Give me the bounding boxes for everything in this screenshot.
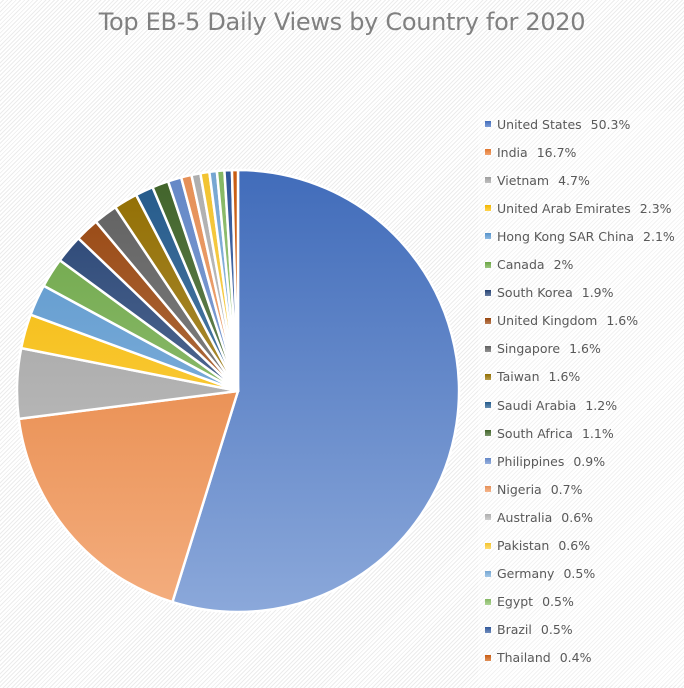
legend-percent: 0.4%	[559, 650, 592, 666]
legend-label: Singapore	[497, 341, 561, 357]
legend-marker-icon	[485, 289, 491, 296]
legend-percent: 1.6%	[548, 369, 581, 385]
legend-label: United Arab Emirates	[497, 200, 631, 216]
legend-marker-icon	[485, 205, 491, 212]
pie-slice-united-states[interactable]	[171, 168, 461, 614]
legend-label: Vietnam	[497, 172, 550, 188]
chart-title: Top EB-5 Daily Views by Country for 2020	[98, 8, 586, 36]
legend-label: South Africa	[497, 425, 573, 441]
legend-label: Philippines	[497, 453, 565, 469]
legend-percent: 1.2%	[585, 397, 618, 413]
legend-label: Canada	[497, 257, 545, 272]
legend-item[interactable]: Brazil 0.5%	[478, 620, 573, 640]
legend-label: Hong Kong SAR China	[497, 228, 635, 244]
legend-label: United Kingdom	[497, 313, 598, 329]
legend-item[interactable]: Philippines 0.9%	[478, 451, 605, 471]
legend-marker-icon	[485, 261, 491, 268]
legend-marker-icon	[485, 317, 491, 324]
pie-slice-thailand[interactable]	[230, 168, 240, 393]
legend-marker-icon	[485, 373, 491, 380]
legend-marker-icon	[485, 233, 491, 240]
legend-marker-icon	[485, 626, 491, 633]
legend-label: Egypt	[497, 594, 534, 610]
legend-percent: 4.7%	[558, 172, 590, 188]
legend-item[interactable]: Thailand 0.4%	[478, 648, 591, 668]
legend-label: Nigeria	[497, 481, 542, 497]
legend-label: Pakistan	[497, 538, 550, 553]
pie-slices	[15, 168, 461, 614]
legend-marker-icon	[485, 486, 491, 493]
legend-label: India	[497, 144, 528, 160]
chart-legend: United States 50.3% India 16.7% Vietnam 4.7% U…	[478, 111, 684, 685]
legend-percent: 2.3%	[639, 200, 672, 216]
legend-percent: 1.1%	[581, 425, 614, 441]
legend-item[interactable]: Nigeria 0.7%	[478, 479, 583, 499]
legend-label: South Korea	[497, 285, 573, 301]
legend-percent: 16.7%	[536, 144, 577, 160]
legend-marker-icon	[485, 542, 491, 549]
legend-percent: 0.6%	[561, 509, 594, 525]
legend-item[interactable]: India 16.7%	[478, 142, 576, 162]
legend-label: Thailand	[497, 650, 551, 666]
legend-marker-icon	[485, 458, 491, 465]
legend-item[interactable]: United Kingdom 1.6%	[478, 311, 638, 331]
legend-percent: 1.6%	[606, 313, 639, 329]
legend-item[interactable]: Vietnam 4.7%	[478, 170, 590, 190]
legend-item[interactable]: Egypt 0.5%	[478, 592, 574, 612]
legend-label: Saudi Arabia	[497, 397, 577, 413]
legend-marker-icon	[485, 402, 491, 408]
legend-percent: 0.6%	[558, 538, 591, 553]
legend-marker-icon	[485, 345, 491, 352]
legend-percent: 1.9%	[581, 285, 614, 301]
legend-percent: 0.5%	[563, 566, 596, 582]
legend-marker-icon	[485, 514, 491, 521]
legend-item[interactable]: Saudi Arabia 1.2%	[478, 395, 617, 415]
legend-marker-icon	[485, 598, 491, 605]
legend-marker-icon	[485, 570, 491, 577]
legend-marker-icon	[485, 177, 491, 184]
legend-percent: 50.3%	[590, 116, 631, 132]
legend-label: Brazil	[497, 622, 532, 638]
legend-label: Taiwan	[497, 369, 540, 385]
legend-item[interactable]: Singapore 1.6%	[478, 339, 601, 359]
legend-marker-icon	[485, 654, 491, 661]
legend-percent: 1.6%	[569, 341, 601, 357]
legend-percent: 0.5%	[542, 594, 574, 610]
legend-item[interactable]: United States 50.3%	[478, 114, 630, 134]
legend-item[interactable]: Hong Kong SAR China 2.1%	[478, 226, 675, 246]
legend-item[interactable]: United Arab Emirates 2.3%	[478, 198, 672, 218]
legend-item[interactable]: Canada 2%	[478, 255, 573, 275]
legend-item[interactable]: Pakistan 0.6%	[478, 536, 590, 556]
pie-slice-india[interactable]	[17, 389, 240, 604]
legend-percent: 2%	[553, 257, 574, 272]
legend-item[interactable]: Australia 0.6%	[478, 507, 593, 527]
legend-percent: 2.1%	[643, 228, 675, 244]
legend-label: Germany	[497, 566, 555, 582]
legend-marker-icon	[485, 121, 491, 127]
legend-item[interactable]: Taiwan 1.6%	[478, 367, 580, 387]
legend-label: United States	[497, 116, 582, 132]
legend-marker-icon	[485, 149, 491, 156]
legend-percent: 0.5%	[540, 622, 573, 638]
legend-item[interactable]: Germany 0.5%	[478, 564, 595, 584]
legend-percent: 0.7%	[550, 481, 583, 497]
legend-item[interactable]: South Korea 1.9%	[478, 283, 614, 303]
legend-item[interactable]: South Africa 1.1%	[478, 423, 614, 443]
legend-marker-icon	[485, 430, 491, 437]
legend-percent: 0.9%	[573, 453, 606, 469]
legend-label: Australia	[497, 509, 553, 525]
